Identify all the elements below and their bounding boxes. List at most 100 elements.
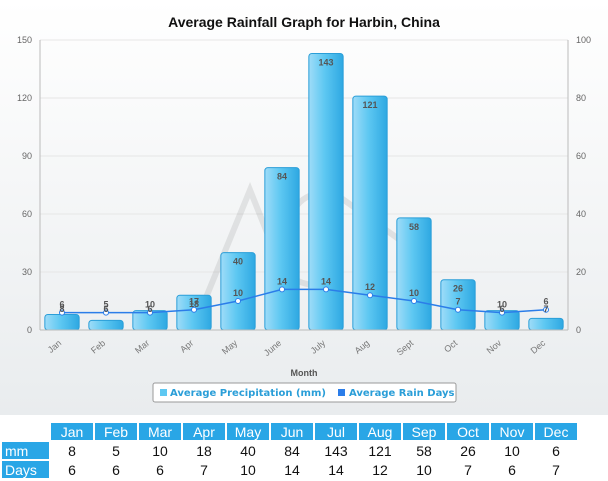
bar-value-label: 84 [277, 172, 287, 182]
rain-days-point [59, 309, 65, 316]
table-cell-mm: 10 [491, 442, 533, 459]
table-cell-days: 12 [359, 461, 401, 478]
bar-value-label: 143 [318, 58, 333, 68]
y-tick-label-right: 100 [576, 35, 591, 45]
table-row-mm: mm 8 5 10 18 40 84 143 121 58 26 10 6 [2, 442, 577, 459]
table-cell-days: 6 [139, 461, 181, 478]
rain-days-label: 14 [277, 276, 287, 286]
table-cell-mm: 26 [447, 442, 489, 459]
table-cell-mm: 8 [51, 442, 93, 459]
table-cell-mm: 6 [535, 442, 577, 459]
table-cell-mm: 5 [95, 442, 137, 459]
rain-days-label: 14 [321, 276, 331, 286]
table-cell-days: 14 [315, 461, 357, 478]
rain-days-point [147, 309, 153, 316]
bar-value-label: 6 [103, 304, 108, 314]
y-tick-label-right: 20 [576, 267, 586, 277]
bar-value-label: 6 [499, 304, 504, 314]
table-cell-days: 6 [491, 461, 533, 478]
table-cell-days: 14 [271, 461, 313, 478]
bar [88, 319, 124, 331]
table-cell-mm: 121 [359, 442, 401, 459]
y-tick-label-right: 60 [576, 151, 586, 161]
bar-value-label: 58 [409, 222, 419, 232]
bar-value-label: 18 [189, 299, 199, 309]
rain-days-label: 10 [145, 300, 155, 310]
rain-days-label: 10 [409, 288, 419, 298]
y-tick-label-right: 0 [576, 325, 581, 335]
rain-days-label: 17 [189, 297, 199, 307]
rainfall-chart: Average Rainfall Graph for Harbin, China… [0, 0, 608, 415]
bar [44, 314, 80, 331]
table-cell-days: 6 [51, 461, 93, 478]
bar-value-label: 8 [59, 304, 64, 314]
table-month-header: Apr [183, 423, 225, 440]
rain-days-label: 6 [543, 297, 548, 307]
y-tick-label-left: 30 [22, 267, 32, 277]
bar [528, 317, 564, 331]
table-row-days: Days 6 6 6 7 10 14 14 12 10 7 6 7 [2, 461, 577, 478]
rain-days-point [367, 292, 373, 299]
table-cell-days: 6 [95, 461, 137, 478]
rain-days-point [543, 306, 549, 313]
chart-svg: Average Rainfall Graph for Harbin, China… [0, 0, 608, 415]
table-cell-mm: 58 [403, 442, 445, 459]
legend-swatch-rain-days [338, 389, 345, 396]
y-tick-label-left: 120 [17, 93, 32, 103]
bar-value-label: 121 [362, 100, 377, 110]
rain-days-label: 5 [103, 300, 108, 310]
chart-title: Average Rainfall Graph for Harbin, China [168, 14, 440, 30]
table-month-header: Oct [447, 423, 489, 440]
table-cell-mm: 143 [315, 442, 357, 459]
data-table: Jan Feb Mar Apr May Jun Jul Aug Sep Oct Nov Dec mm … [0, 421, 579, 480]
x-axis-title: Month [291, 368, 318, 378]
table-month-header: Aug [359, 423, 401, 440]
bar [396, 217, 432, 331]
bar-value-label: 26 [453, 284, 463, 294]
rain-days-label: 6 [59, 300, 64, 310]
y-tick-label-left: 60 [22, 209, 32, 219]
rain-days-label: 12 [365, 282, 375, 292]
chart-background [0, 0, 608, 415]
table-header-row: Jan Feb Mar Apr May Jun Jul Aug Sep Oct Nov Dec [2, 423, 577, 440]
legend-label-precipitation: Average Precipitation (mm) [170, 388, 326, 399]
rain-days-label: 10 [497, 300, 507, 310]
rain-days-point [279, 286, 285, 293]
table-corner [2, 423, 49, 440]
table-cell-days: 7 [447, 461, 489, 478]
rain-days-point [323, 286, 329, 293]
rain-days-point [103, 309, 109, 316]
y-tick-label-left: 150 [17, 35, 32, 45]
row-label-days: Days [2, 461, 49, 478]
legend-label-rain-days: Average Rain Days [349, 388, 455, 399]
rain-days-point [455, 306, 461, 313]
rain-days-point [191, 306, 197, 313]
row-label-mm: mm [2, 442, 49, 459]
table-month-header: Feb [95, 423, 137, 440]
rain-days-line [59, 286, 549, 316]
legend-box [152, 382, 457, 403]
table-month-header: Nov [491, 423, 533, 440]
table-month-header: Jan [51, 423, 93, 440]
table-cell-mm: 10 [139, 442, 181, 459]
table-month-header: Sep [403, 423, 445, 440]
table-cell-days: 7 [535, 461, 577, 478]
table-month-header: Mar [139, 423, 181, 440]
bars [44, 53, 564, 331]
bar [264, 167, 300, 331]
table-cell-days: 7 [183, 461, 225, 478]
rain-days-label: 7 [455, 297, 460, 307]
rain-days-point [411, 298, 417, 304]
y-tick-label-left: 0 [27, 325, 32, 335]
y-tick-label-right: 40 [576, 209, 586, 219]
bar-value-label: 7 [543, 304, 548, 314]
rain-days-label: 10 [233, 288, 243, 298]
rain-days-point [499, 309, 505, 316]
table-month-header: Dec [535, 423, 577, 440]
y-tick-label-left: 90 [22, 151, 32, 161]
table-cell-days: 10 [403, 461, 445, 478]
rain-days-point [235, 298, 241, 304]
table-cell-days: 10 [227, 461, 269, 478]
legend-swatch-precipitation [160, 389, 167, 396]
